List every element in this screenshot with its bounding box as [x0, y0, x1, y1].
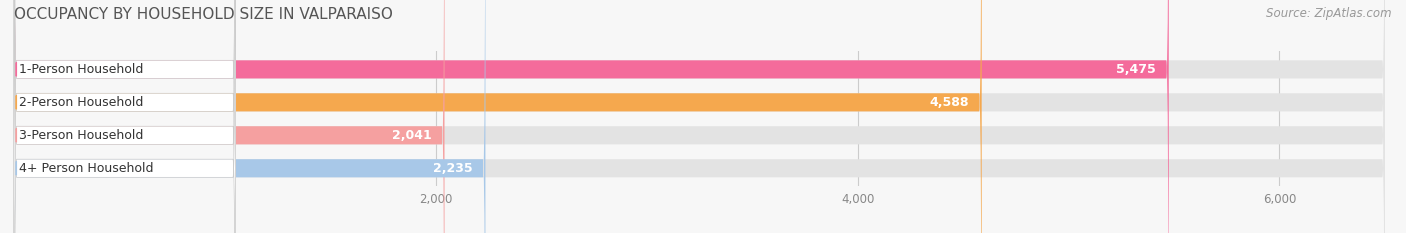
Text: 2-Person Household: 2-Person Household	[18, 96, 143, 109]
FancyBboxPatch shape	[14, 0, 981, 233]
FancyBboxPatch shape	[14, 0, 1168, 233]
FancyBboxPatch shape	[14, 0, 236, 233]
Text: 2,235: 2,235	[433, 162, 472, 175]
Text: OCCUPANCY BY HOUSEHOLD SIZE IN VALPARAISO: OCCUPANCY BY HOUSEHOLD SIZE IN VALPARAIS…	[14, 7, 392, 22]
FancyBboxPatch shape	[14, 0, 1385, 233]
Text: 2,041: 2,041	[392, 129, 432, 142]
FancyBboxPatch shape	[14, 0, 444, 233]
FancyBboxPatch shape	[14, 0, 236, 233]
Text: Source: ZipAtlas.com: Source: ZipAtlas.com	[1267, 7, 1392, 20]
FancyBboxPatch shape	[14, 0, 236, 233]
FancyBboxPatch shape	[14, 0, 1385, 233]
Text: 1-Person Household: 1-Person Household	[18, 63, 143, 76]
FancyBboxPatch shape	[14, 0, 1385, 233]
FancyBboxPatch shape	[14, 0, 1385, 233]
Text: 3-Person Household: 3-Person Household	[18, 129, 143, 142]
Text: 4+ Person Household: 4+ Person Household	[18, 162, 153, 175]
Text: 5,475: 5,475	[1116, 63, 1156, 76]
FancyBboxPatch shape	[14, 0, 485, 233]
Text: 4,588: 4,588	[929, 96, 969, 109]
FancyBboxPatch shape	[14, 0, 236, 233]
